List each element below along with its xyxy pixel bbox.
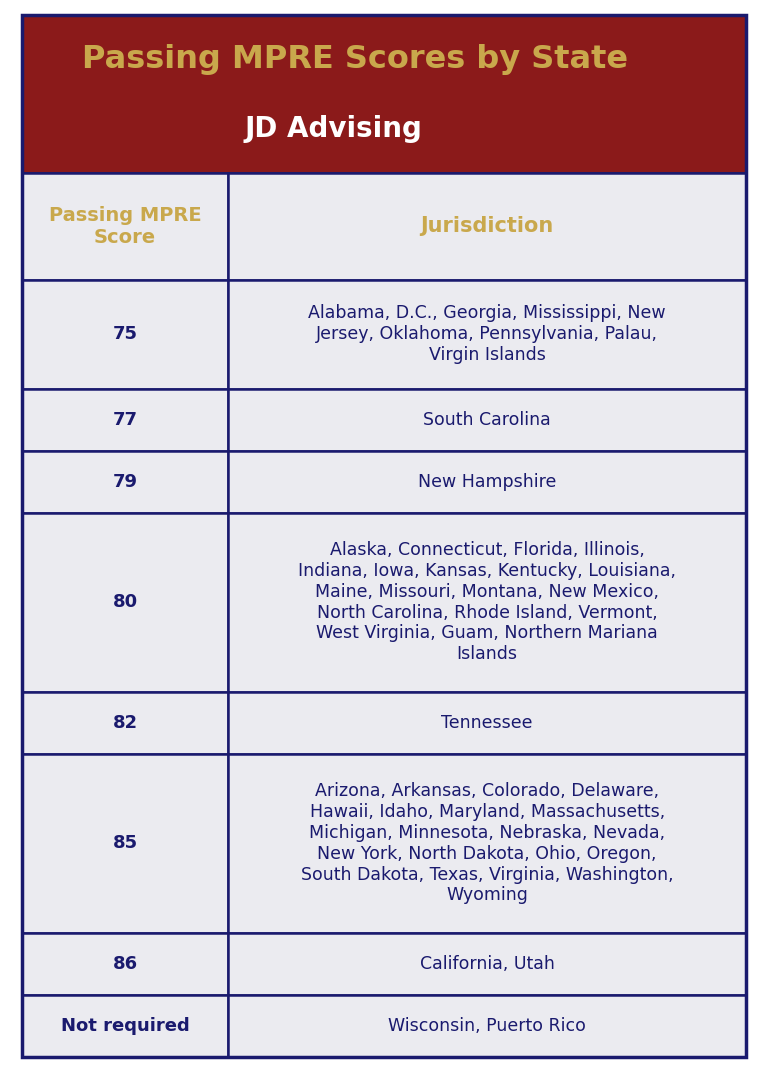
Bar <box>228 280 746 389</box>
Text: 85: 85 <box>113 834 137 852</box>
Text: 77: 77 <box>113 411 137 429</box>
Text: Jurisdiction: Jurisdiction <box>421 217 554 237</box>
Bar <box>22 280 228 389</box>
Bar <box>22 389 228 450</box>
Text: 79: 79 <box>113 473 137 491</box>
Bar <box>22 512 228 691</box>
Text: Alaska, Connecticut, Florida, Illinois,
Indiana, Iowa, Kansas, Kentucky, Louisia: Alaska, Connecticut, Florida, Illinois, … <box>298 541 676 664</box>
Bar <box>228 691 746 754</box>
Text: 86: 86 <box>113 955 137 973</box>
Text: Passing MPRE Scores by State: Passing MPRE Scores by State <box>82 44 628 75</box>
Text: Arizona, Arkansas, Colorado, Delaware,
Hawaii, Idaho, Maryland, Massachusetts,
M: Arizona, Arkansas, Colorado, Delaware, H… <box>301 783 674 905</box>
Text: JD Advising: JD Advising <box>244 115 422 143</box>
Bar <box>22 15 746 173</box>
Text: Alabama, D.C., Georgia, Mississippi, New
Jersey, Oklahoma, Pennsylvania, Palau,
: Alabama, D.C., Georgia, Mississippi, New… <box>309 304 666 364</box>
Bar <box>228 173 746 280</box>
Bar <box>228 512 746 691</box>
Bar <box>228 389 746 450</box>
Bar <box>22 691 228 754</box>
Bar <box>22 754 228 933</box>
Text: Passing MPRE
Score: Passing MPRE Score <box>49 206 201 247</box>
Text: Wisconsin, Puerto Rico: Wisconsin, Puerto Rico <box>389 1017 586 1036</box>
Bar <box>22 450 228 512</box>
Text: Tennessee: Tennessee <box>442 714 533 732</box>
Bar <box>228 933 746 995</box>
Text: California, Utah: California, Utah <box>420 955 554 973</box>
Text: New Hampshire: New Hampshire <box>418 473 556 491</box>
Bar <box>228 754 746 933</box>
Bar <box>228 450 746 512</box>
Bar <box>22 933 228 995</box>
Bar <box>228 995 746 1057</box>
Text: South Carolina: South Carolina <box>423 411 551 429</box>
Text: 80: 80 <box>113 593 137 611</box>
Bar <box>22 995 228 1057</box>
Text: Not required: Not required <box>61 1017 190 1036</box>
Text: 75: 75 <box>113 325 137 343</box>
Bar <box>22 173 228 280</box>
Text: 82: 82 <box>113 714 137 732</box>
